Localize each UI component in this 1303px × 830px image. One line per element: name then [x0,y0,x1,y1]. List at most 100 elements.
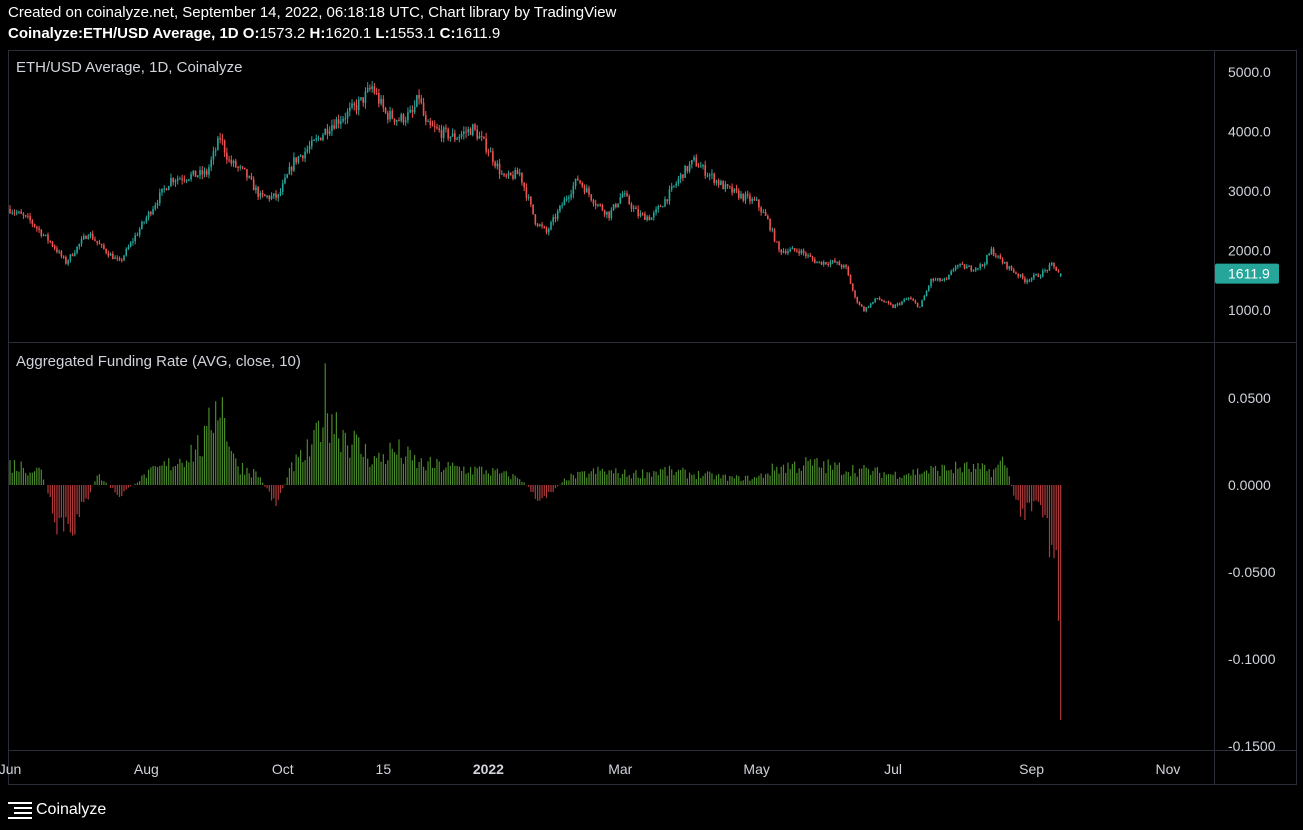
candle [729,185,731,189]
candle [179,176,181,180]
candle [518,168,521,177]
candle [13,209,16,216]
candle [726,183,729,189]
candle [901,301,903,306]
candle [585,184,588,193]
candle [384,106,387,115]
candle [71,253,74,257]
candle [114,255,116,260]
candle [704,160,707,179]
candle [711,169,713,180]
candle [328,126,331,137]
candle [713,172,715,186]
candle [246,168,248,181]
candle [85,235,87,240]
candle [230,155,233,167]
candle [963,263,966,270]
candle [603,209,606,218]
candle [469,127,472,136]
candle [176,175,179,185]
candle [829,259,832,268]
candle [375,87,378,96]
candle [78,243,81,250]
candle [597,203,599,208]
candle [907,297,910,301]
candle [492,148,494,166]
candle [474,123,476,132]
candle [1057,269,1060,273]
price-tick-label: 3000.0 [1228,183,1271,199]
candle [608,211,610,221]
candle [641,212,644,216]
candle [161,188,163,196]
candle [154,202,157,211]
header-ohlc-line: Coinalyze:ETH/USD Average, 1D O:1573.2 H… [8,23,616,44]
candle [764,208,767,216]
footer-brand[interactable]: Coinalyze [8,798,106,822]
price-pane-title: ETH/USD Average, 1D, Coinalyze [16,59,243,76]
candle [471,123,474,137]
candle [525,183,528,201]
candle [299,154,302,157]
candle [353,101,356,111]
candle [29,212,31,224]
candle [673,185,675,188]
candle [275,190,277,201]
candle [24,214,27,218]
candle [400,112,403,123]
funding-tick-label: -0.0500 [1228,564,1276,580]
time-tick-label: Jul [884,761,902,777]
candle [811,255,814,262]
candle [805,251,807,259]
candle [577,175,579,181]
candle [288,162,291,175]
candle [881,299,883,302]
candle [1024,276,1026,284]
candle [715,179,718,186]
last-price-marker: 1611.9 [1215,263,1279,284]
candle [496,160,499,170]
candle [404,116,407,127]
time-tick-label: Sep [1019,761,1044,777]
time-tick-label: Mar [608,761,632,777]
candle [599,203,601,208]
candle [174,178,177,187]
candle [579,180,581,185]
candle [959,263,961,268]
candle [990,246,993,256]
candle [134,232,136,245]
candle [371,81,373,93]
candle [516,167,519,175]
candle [487,148,490,157]
candle [165,187,168,191]
candle [682,174,684,182]
candle [898,302,901,306]
candle [646,214,648,222]
candle [1044,268,1046,273]
candle [731,183,733,196]
candle [286,173,289,179]
candle [1035,273,1037,276]
candle [735,184,738,194]
candle [167,185,170,191]
candle [42,233,45,237]
candle [100,243,103,249]
candle [203,167,206,178]
candle [666,199,669,205]
candle [223,139,226,157]
candle [478,131,481,139]
candle [281,179,284,196]
candle [896,302,899,307]
candle [543,225,546,229]
high-value: 1620.1 [325,25,372,42]
candle [581,181,584,189]
candle [612,204,615,211]
candle [623,190,626,197]
candle [129,241,132,248]
candle [105,248,107,255]
candle [255,184,257,194]
candle [112,251,114,260]
candle [456,136,458,141]
candle [568,195,570,203]
